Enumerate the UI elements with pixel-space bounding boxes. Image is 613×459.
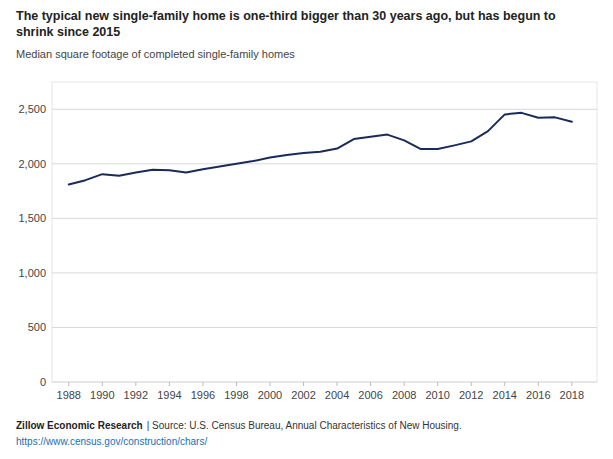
tick-mark: [236, 382, 237, 386]
subtitle: Median square footage of completed singl…: [16, 48, 295, 60]
grid-line: [52, 163, 597, 164]
title-line: shrink since 2015: [16, 25, 120, 39]
x-tick-label: 2000: [258, 389, 282, 401]
grid-line: [52, 382, 597, 383]
y-tick-label: 2,000: [18, 158, 46, 170]
x-tick-label: 1998: [224, 389, 248, 401]
grid-line: [52, 218, 597, 219]
tick-mark: [504, 382, 505, 386]
x-tick-label: 2016: [526, 389, 550, 401]
footer-source: | Source: U.S. Census Bureau, Annual Cha…: [147, 420, 462, 431]
x-tick-label: 2004: [325, 389, 349, 401]
y-tick-label: 1,000: [18, 267, 46, 279]
y-tick-label: 1,500: [18, 212, 46, 224]
tick-mark: [102, 382, 103, 386]
footer: Zillow Economic Research | Source: U.S. C…: [16, 420, 462, 431]
tick-mark: [303, 382, 304, 386]
x-tick-label: 2014: [493, 389, 517, 401]
x-tick-label: 1996: [191, 389, 215, 401]
grid-line: [52, 109, 597, 110]
tick-mark: [538, 382, 539, 386]
title: The typical new single-family home is on…: [16, 9, 556, 39]
x-tick-label: 2006: [358, 389, 382, 401]
data-line: [69, 113, 572, 185]
chart: The typical new single-family home is on…: [0, 0, 613, 459]
tick-mark: [370, 382, 371, 386]
tick-mark: [404, 382, 405, 386]
tick-mark: [68, 382, 69, 386]
x-tick-label: 1990: [90, 389, 114, 401]
x-tick-label: 1992: [124, 389, 148, 401]
tick-mark: [270, 382, 271, 386]
tick-mark: [202, 382, 203, 386]
y-tick-label: 2,500: [18, 103, 46, 115]
tick-mark: [337, 382, 338, 386]
tick-mark: [169, 382, 170, 386]
grid-line: [52, 272, 597, 273]
grid-line: [52, 327, 597, 328]
footer-url: https://www.census.gov/construction/char…: [16, 436, 207, 447]
title-line: The typical new single-family home is on…: [16, 9, 556, 23]
tick-mark: [571, 382, 572, 386]
plot-frame: [52, 82, 597, 382]
tick-mark: [135, 382, 136, 386]
x-tick-label: 2008: [392, 389, 416, 401]
x-tick-label: 2002: [291, 389, 315, 401]
x-tick-label: 2018: [560, 389, 584, 401]
x-tick-label: 2012: [459, 389, 483, 401]
footer-source-org: Zillow Economic Research: [16, 420, 143, 431]
x-tick-label: 2010: [425, 389, 449, 401]
x-tick-label: 1994: [157, 389, 181, 401]
x-tick-label: 1988: [57, 389, 81, 401]
y-tick-label: 500: [28, 321, 46, 333]
tick-mark: [437, 382, 438, 386]
tick-mark: [471, 382, 472, 386]
y-tick-label: 0: [40, 376, 46, 388]
plot-area: [69, 113, 572, 185]
